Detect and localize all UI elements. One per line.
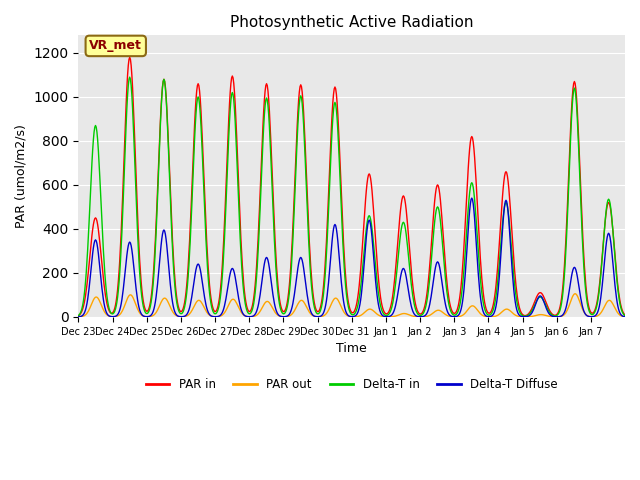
- Title: Photosynthetic Active Radiation: Photosynthetic Active Radiation: [230, 15, 474, 30]
- Delta-T in: [140, 303, 147, 309]
- Y-axis label: PAR (umol/m2/s): PAR (umol/m2/s): [15, 124, 28, 228]
- Delta-T Diffuse: [468, 195, 476, 201]
- Delta-T in: [440, 251, 447, 256]
- PAR in: [267, 138, 275, 144]
- Delta-T Diffuse: [553, 314, 561, 320]
- Delta-T in: [409, 292, 417, 298]
- X-axis label: Time: Time: [337, 342, 367, 355]
- Legend: PAR in, PAR out, Delta-T in, Delta-T Diffuse: PAR in, PAR out, Delta-T in, Delta-T Dif…: [141, 373, 563, 396]
- PAR out: [408, 313, 416, 319]
- Delta-T in: [267, 154, 275, 159]
- PAR in: [621, 312, 629, 318]
- Delta-T Diffuse: [239, 311, 247, 317]
- PAR in: [409, 282, 417, 288]
- Line: Delta-T in: Delta-T in: [79, 77, 625, 316]
- PAR in: [287, 252, 295, 258]
- PAR in: [75, 313, 83, 319]
- Delta-T in: [126, 74, 134, 80]
- Text: VR_met: VR_met: [90, 39, 142, 52]
- Delta-T Diffuse: [439, 284, 447, 289]
- Line: PAR in: PAR in: [79, 57, 625, 316]
- PAR out: [266, 301, 274, 307]
- Line: Delta-T Diffuse: Delta-T Diffuse: [79, 198, 625, 317]
- PAR out: [439, 310, 447, 315]
- PAR out: [521, 314, 529, 320]
- Delta-T Diffuse: [621, 314, 629, 320]
- PAR out: [75, 314, 83, 320]
- PAR out: [287, 312, 294, 318]
- Delta-T in: [287, 263, 295, 268]
- Delta-T in: [521, 313, 529, 319]
- PAR out: [572, 291, 579, 297]
- Delta-T in: [75, 312, 83, 318]
- Delta-T Diffuse: [75, 314, 83, 320]
- Delta-T Diffuse: [266, 270, 274, 276]
- PAR out: [139, 313, 147, 319]
- Delta-T Diffuse: [139, 312, 147, 318]
- PAR out: [239, 312, 247, 317]
- Delta-T Diffuse: [408, 306, 416, 312]
- Line: PAR out: PAR out: [79, 294, 625, 317]
- PAR in: [126, 54, 134, 60]
- PAR out: [621, 314, 629, 320]
- PAR in: [140, 298, 147, 304]
- Delta-T in: [621, 313, 629, 319]
- PAR in: [440, 234, 447, 240]
- PAR in: [240, 281, 248, 287]
- Delta-T in: [240, 289, 248, 295]
- Delta-T Diffuse: [287, 309, 294, 314]
